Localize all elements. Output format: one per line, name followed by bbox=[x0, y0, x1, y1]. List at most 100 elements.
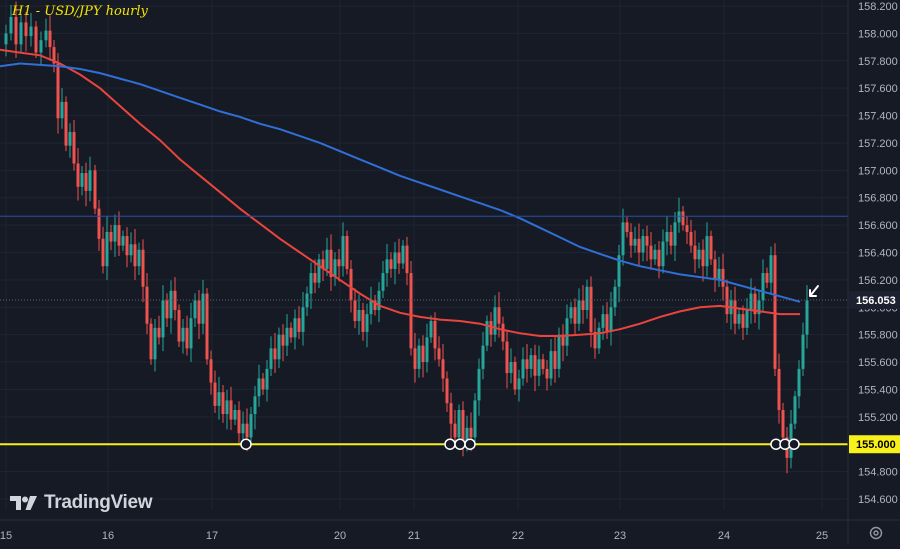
candle-body bbox=[609, 307, 613, 332]
candle-body bbox=[237, 409, 241, 434]
y-tick-label: 155.200 bbox=[858, 412, 898, 424]
candle-body bbox=[621, 222, 625, 256]
candle-body bbox=[553, 351, 557, 369]
candle-body bbox=[64, 101, 68, 146]
candle-body bbox=[245, 423, 249, 438]
candle-body bbox=[161, 300, 165, 338]
candle-body bbox=[589, 286, 593, 332]
chart-title: H1 - USD/JPY hourly bbox=[12, 4, 148, 19]
candle-body bbox=[761, 273, 765, 301]
x-tick-label: 15 bbox=[0, 530, 12, 542]
candle-body bbox=[121, 236, 125, 246]
candle-body bbox=[573, 307, 577, 324]
x-tick-label: 23 bbox=[614, 530, 626, 542]
candle-body bbox=[177, 310, 181, 342]
candle-body bbox=[497, 307, 501, 324]
candle-body bbox=[76, 163, 80, 187]
candle-body bbox=[125, 236, 129, 256]
candle-body bbox=[19, 22, 23, 45]
candle-body bbox=[341, 236, 345, 267]
candle-body bbox=[301, 307, 305, 332]
candle-body bbox=[209, 359, 213, 383]
candle-body bbox=[413, 348, 417, 369]
candle-body bbox=[329, 249, 333, 278]
candle-body bbox=[469, 427, 473, 438]
candle-body bbox=[693, 245, 697, 260]
candle-body bbox=[169, 290, 173, 319]
candle-body bbox=[561, 334, 565, 346]
candle-body bbox=[84, 173, 88, 191]
x-tick-label: 20 bbox=[334, 530, 346, 542]
candle-body bbox=[409, 273, 413, 349]
candle-body bbox=[577, 300, 581, 324]
candle-body bbox=[373, 300, 377, 311]
candle-body bbox=[765, 273, 769, 283]
candle-body bbox=[145, 286, 149, 324]
candle-body bbox=[261, 378, 265, 390]
candle-body bbox=[313, 273, 317, 283]
candle-body bbox=[505, 341, 509, 374]
x-tick-label: 17 bbox=[206, 530, 218, 542]
level-label-bg bbox=[849, 435, 900, 454]
candle-body bbox=[721, 268, 725, 287]
candle-body bbox=[593, 331, 597, 349]
ma-slow-line bbox=[0, 62, 801, 303]
candle-body bbox=[425, 337, 429, 363]
candle-body bbox=[581, 300, 585, 311]
candle-body bbox=[52, 47, 56, 64]
tradingview-icon bbox=[10, 496, 37, 510]
candle-body bbox=[101, 238, 105, 267]
candle-body bbox=[345, 236, 349, 269]
y-tick-label: 158.200 bbox=[858, 1, 898, 13]
candle-body bbox=[141, 249, 145, 287]
candle-body bbox=[9, 16, 13, 34]
candle-body bbox=[217, 392, 221, 406]
candle-body bbox=[153, 327, 157, 360]
y-tick-label: 154.600 bbox=[858, 494, 898, 506]
candle-body bbox=[289, 327, 293, 338]
candle-body bbox=[525, 359, 529, 369]
x-tick-label: 25 bbox=[816, 530, 828, 542]
touch-marker bbox=[240, 438, 252, 450]
candle-body bbox=[369, 300, 373, 315]
candle-body bbox=[677, 211, 681, 223]
settings-gear-icon[interactable] bbox=[868, 525, 884, 541]
y-tick-label: 156.200 bbox=[858, 275, 898, 287]
candle-body bbox=[657, 249, 661, 267]
candle-body bbox=[205, 293, 209, 360]
candle-body bbox=[673, 222, 677, 246]
candle-body bbox=[457, 409, 461, 438]
candle-body bbox=[277, 334, 281, 360]
y-tick-label: 156.800 bbox=[858, 193, 898, 205]
current-price-label: 156.053 bbox=[856, 295, 896, 307]
candle-body bbox=[565, 318, 569, 346]
y-tick-label: 157.200 bbox=[858, 138, 898, 150]
candle-body bbox=[185, 327, 189, 349]
candle-body bbox=[477, 368, 481, 401]
candle-body bbox=[629, 231, 633, 246]
candle-body bbox=[745, 310, 749, 328]
x-tick-label: 24 bbox=[718, 530, 730, 542]
y-tick-label: 156.600 bbox=[858, 220, 898, 232]
ma-fast-line bbox=[0, 48, 800, 337]
y-tick-label: 157.600 bbox=[858, 83, 898, 95]
candle-body bbox=[421, 345, 425, 363]
candle-body bbox=[39, 40, 43, 53]
candle-body bbox=[661, 241, 665, 267]
candle-body bbox=[717, 268, 721, 280]
candle-body bbox=[461, 409, 465, 445]
candle-body bbox=[585, 286, 589, 311]
candle-body bbox=[485, 320, 489, 346]
candle-body bbox=[681, 211, 685, 226]
candle-body bbox=[733, 300, 737, 324]
candle-body bbox=[705, 236, 709, 267]
y-tick-label: 157.400 bbox=[858, 111, 898, 123]
candle-body bbox=[44, 30, 48, 41]
candle-body bbox=[241, 423, 245, 434]
candle-body bbox=[509, 362, 513, 374]
candle-body bbox=[453, 423, 457, 438]
candle-body bbox=[757, 300, 761, 315]
touch-marker bbox=[454, 438, 466, 450]
